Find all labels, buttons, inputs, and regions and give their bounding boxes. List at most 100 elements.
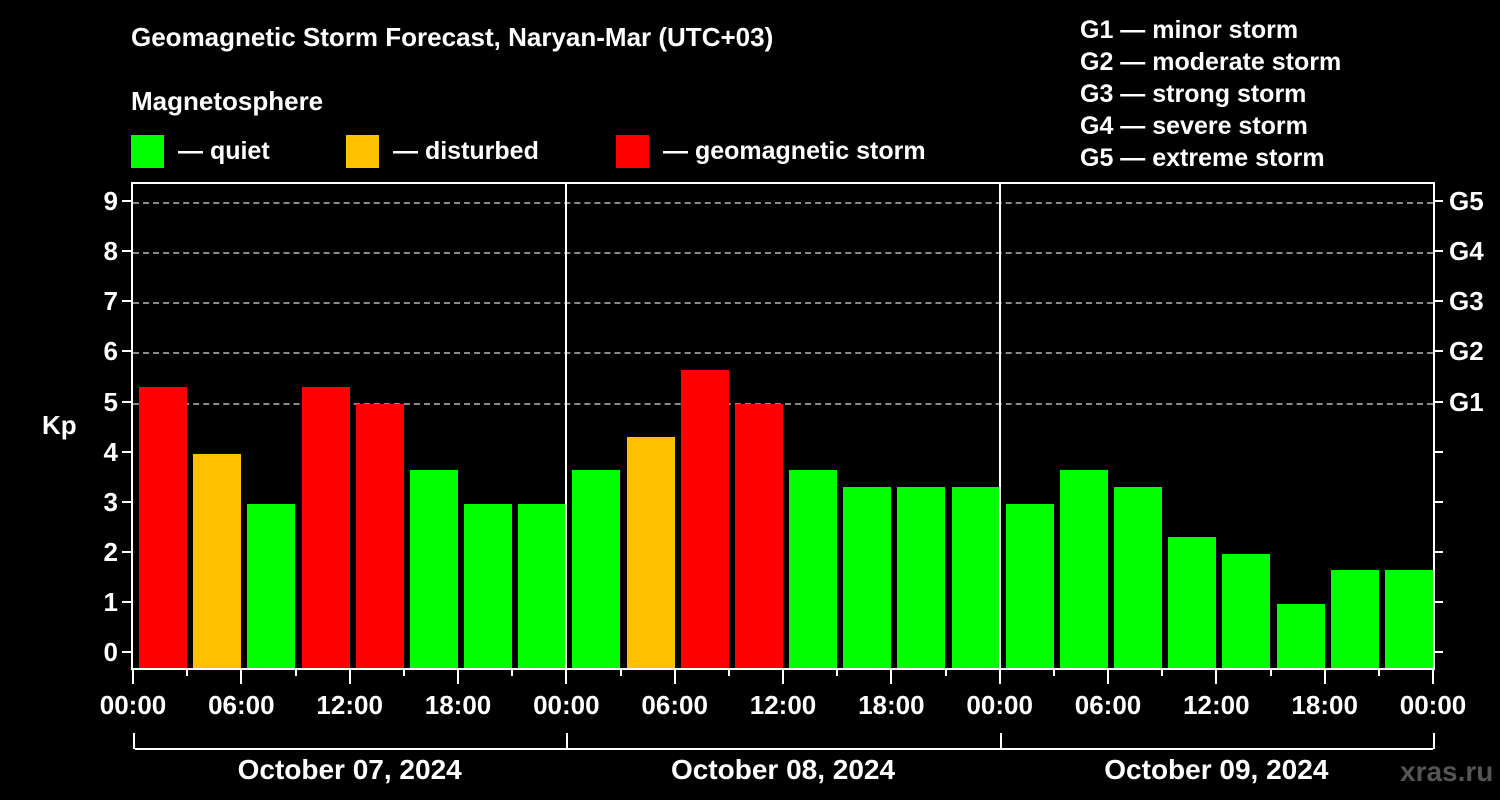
kp-bar — [301, 386, 350, 668]
g-scale-label: G4 — [1449, 236, 1484, 267]
kp-bar — [951, 487, 1000, 668]
g-scale-label: G1 — [1449, 386, 1484, 417]
g-scale-item: G2 — moderate storm — [1080, 48, 1342, 76]
kp-bar — [193, 453, 242, 668]
kp-bar — [518, 503, 567, 668]
y-tick-label: 0 — [103, 637, 118, 667]
day-separator — [998, 184, 1001, 668]
x-tick-label: 06:00 — [1074, 690, 1142, 720]
kp-bar — [1168, 537, 1217, 668]
kp-bar — [139, 386, 188, 668]
x-tick-label: 12:00 — [316, 690, 383, 720]
y-tick — [122, 550, 131, 553]
x-tick — [240, 668, 243, 684]
disturbed-swatch-icon — [346, 134, 379, 168]
x-tick — [1107, 668, 1109, 684]
date-label: October 07, 2024 — [237, 754, 462, 785]
date-bracket-tick — [999, 733, 1002, 749]
x-tick-label: 00:00 — [966, 690, 1033, 720]
x-tick — [457, 668, 459, 684]
x-tick — [1323, 668, 1326, 684]
legend-label: — disturbed — [393, 136, 539, 165]
kp-bar — [1276, 603, 1325, 668]
g-scale-label: G2 — [1449, 336, 1484, 367]
right-tick — [1434, 300, 1443, 303]
y-tick-label: 6 — [103, 336, 118, 367]
y-tick-label: 1 — [103, 586, 118, 617]
y-tick-label: 3 — [103, 486, 118, 517]
y-tick-label: 8 — [103, 236, 118, 267]
y-tick-label: 7 — [103, 286, 118, 317]
x-tick — [294, 668, 297, 676]
right-tick — [1434, 450, 1443, 453]
x-tick — [727, 668, 730, 676]
kp-bar — [897, 487, 946, 668]
x-tick — [132, 668, 134, 684]
x-tick — [402, 668, 405, 676]
right-tick — [1434, 500, 1443, 503]
kp-bar — [409, 470, 458, 668]
date-label: October 08, 2024 — [670, 754, 896, 785]
date-bracket-tick — [566, 733, 569, 749]
x-tick — [836, 668, 839, 676]
date-bracket-tick — [1433, 733, 1435, 749]
g-scale-item: G1 — minor storm — [1080, 16, 1299, 44]
y-tick — [122, 450, 131, 453]
x-tick-label: 06:00 — [641, 690, 708, 720]
kp-bar — [355, 403, 404, 668]
x-tick — [1161, 668, 1164, 676]
x-tick — [1052, 668, 1055, 676]
storm-swatch-icon — [616, 134, 649, 168]
x-tick-label: 18:00 — [858, 690, 925, 720]
day-separator — [565, 184, 568, 668]
y-tick — [122, 350, 131, 353]
y-axis-label: Kp — [42, 410, 77, 440]
date-label: October 09, 2024 — [1104, 754, 1329, 785]
y-tick — [122, 500, 131, 503]
x-tick — [944, 668, 947, 676]
y-tick-label: 9 — [103, 186, 118, 217]
y-tick-label: 2 — [103, 536, 118, 567]
y-tick — [122, 250, 131, 253]
kp-bar — [572, 470, 621, 668]
date-bracket-line — [135, 748, 1433, 750]
kp-bar — [680, 369, 729, 668]
y-tick — [122, 200, 131, 203]
x-tick — [1215, 668, 1218, 684]
gridline — [133, 252, 1433, 255]
x-tick-label: 18:00 — [424, 690, 492, 720]
x-tick-label: 12:00 — [749, 690, 817, 720]
legend-label: — geomagnetic storm — [663, 136, 926, 165]
kp-bar — [247, 503, 296, 668]
legend-disturbed: — disturbed — [346, 134, 539, 168]
g-scale-label: G3 — [1449, 286, 1484, 317]
y-tick — [122, 400, 131, 403]
date-bracket-tick — [133, 733, 135, 749]
y-tick — [122, 300, 131, 303]
g-scale-item: G3 — strong storm — [1080, 80, 1307, 108]
gridline — [133, 202, 1433, 205]
g-scale-item: G5 — extreme storm — [1080, 144, 1325, 172]
plot-area — [131, 182, 1435, 670]
x-tick — [1269, 668, 1272, 676]
g-scale-item: G4 — severe storm — [1080, 112, 1308, 140]
right-tick — [1434, 550, 1443, 553]
legend-label: — quiet — [178, 136, 270, 165]
y-tick — [122, 600, 131, 603]
g-scale-label: G5 — [1449, 186, 1484, 217]
x-tick — [890, 668, 893, 684]
y-tick-label: 4 — [103, 436, 118, 467]
right-tick — [1434, 200, 1443, 203]
gridline — [133, 402, 1433, 405]
x-tick — [1377, 668, 1380, 676]
x-tick-label: 00:00 — [99, 690, 167, 720]
chart-subtitle: Magnetosphere — [131, 86, 324, 116]
right-tick — [1434, 350, 1443, 353]
kp-bar — [626, 437, 675, 668]
kp-bar — [1005, 503, 1054, 668]
x-tick — [565, 668, 568, 684]
x-tick — [511, 668, 514, 676]
kp-bar — [1114, 487, 1163, 668]
kp-bar — [464, 503, 513, 668]
gridline — [133, 302, 1433, 305]
